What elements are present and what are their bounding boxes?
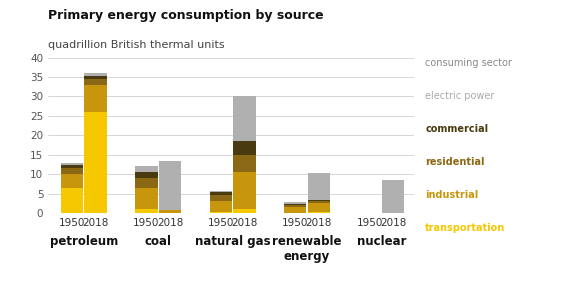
Bar [210, 195, 232, 201]
Bar [136, 209, 158, 213]
Bar [233, 141, 256, 155]
Text: transportation: transportation [425, 223, 506, 233]
Bar [84, 76, 107, 79]
Text: petroleum: petroleum [50, 234, 118, 247]
Text: renewable
energy: renewable energy [272, 234, 342, 262]
Bar [210, 192, 232, 195]
Bar [61, 165, 83, 168]
Bar [382, 181, 404, 213]
Bar [308, 212, 330, 213]
Bar [136, 172, 158, 178]
Text: nuclear: nuclear [357, 234, 406, 247]
Bar [233, 96, 256, 141]
Text: natural gas: natural gas [195, 234, 270, 247]
Bar [308, 203, 330, 212]
Bar [308, 200, 330, 201]
Bar [84, 79, 107, 85]
Bar [308, 173, 330, 200]
Text: coal: coal [145, 234, 172, 247]
Text: quadrillion British thermal units: quadrillion British thermal units [48, 40, 225, 50]
Bar [284, 205, 306, 207]
Bar [84, 112, 107, 213]
Bar [233, 172, 256, 209]
Bar [210, 191, 232, 192]
Bar [61, 174, 83, 188]
Text: consuming sector: consuming sector [425, 58, 512, 68]
Bar [284, 202, 306, 204]
Text: electric power: electric power [425, 91, 494, 101]
Text: Primary energy consumption by source: Primary energy consumption by source [48, 9, 324, 22]
Bar [61, 162, 83, 165]
Bar [159, 210, 181, 213]
Bar [136, 178, 158, 188]
Bar [233, 155, 256, 172]
Bar [84, 85, 107, 112]
Text: residential: residential [425, 157, 485, 167]
Bar [233, 209, 256, 213]
Bar [210, 212, 232, 213]
Text: commercial: commercial [425, 124, 488, 134]
Bar [136, 188, 158, 209]
Text: industrial: industrial [425, 190, 479, 200]
Bar [284, 207, 306, 213]
Bar [136, 166, 158, 172]
Bar [84, 73, 107, 76]
Bar [61, 168, 83, 174]
Bar [210, 201, 232, 212]
Bar [159, 161, 181, 210]
Bar [284, 204, 306, 205]
Bar [308, 201, 330, 203]
Bar [61, 188, 83, 213]
